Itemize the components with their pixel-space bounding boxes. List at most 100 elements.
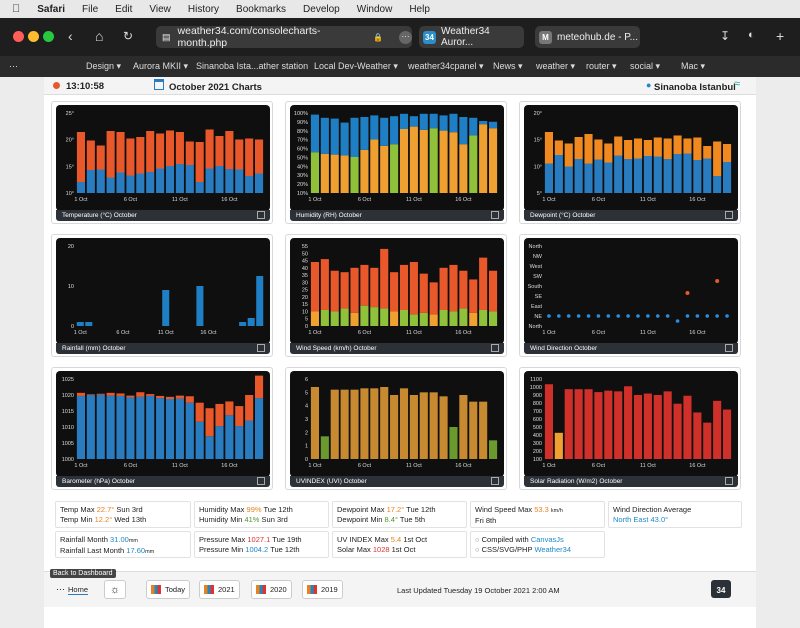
bookmark-mac[interactable]: Mac ▾ (681, 61, 706, 71)
bar-lower (409, 314, 418, 326)
expand-icon[interactable] (491, 211, 499, 219)
bookmark-design[interactable]: Design ▾ (86, 61, 122, 71)
y-tick-label: West (530, 264, 543, 270)
bar-upper (693, 137, 702, 160)
grid-icon[interactable]: ⋯ (9, 61, 18, 71)
home-grid-icon: ⋯ (56, 584, 65, 594)
bookmark-sinanoba[interactable]: Sinanoba Ista...ather station (196, 61, 309, 71)
direction-point (606, 314, 611, 318)
bar (76, 322, 84, 326)
y-tick-label: 1025 (62, 377, 74, 383)
bookmark-localdev[interactable]: Local Dev-Weather ▾ (314, 61, 398, 71)
y-tick-label: 1015 (62, 409, 74, 415)
menu-history[interactable]: History (179, 3, 219, 15)
bar-lower (96, 394, 105, 459)
y-tick-label: 50 (302, 251, 308, 257)
home-icon[interactable]: ⌂ (95, 28, 104, 44)
bar-upper (116, 132, 125, 173)
more-icon[interactable]: ··· (399, 30, 412, 44)
expand-icon[interactable] (725, 344, 733, 352)
expand-icon[interactable] (725, 477, 733, 485)
bar-lower (439, 130, 448, 193)
stat-value: North East 43.0° (613, 515, 669, 524)
bar-lower (320, 153, 329, 193)
chart-panel-humidity: 100% 90% 80% 70% 60% 50% 40% 30% 20% 10% 1 Oct 6 Oc… (285, 101, 507, 224)
bookmark-news[interactable]: News ▾ (493, 61, 523, 71)
bookmark-social[interactable]: social ▾ (630, 61, 661, 71)
menu-edit[interactable]: Edit (106, 3, 132, 15)
bar (429, 392, 438, 459)
menu-view[interactable]: View (141, 3, 171, 15)
bookmark-cpanel[interactable]: weather34cpanel ▾ (408, 61, 484, 71)
y-tick-label: 15° (66, 164, 74, 170)
bar-upper (370, 267, 379, 308)
weather34-logo[interactable]: 34 (711, 580, 731, 598)
bar-upper (205, 408, 214, 437)
year-2020-button[interactable]: 2020 (251, 580, 292, 599)
bar (340, 389, 349, 459)
credit-link[interactable]: Weather34 (534, 545, 571, 554)
bar (239, 322, 247, 326)
shield-icon[interactable]: ◐ (748, 29, 755, 41)
last-updated: Last Updated Tuesday 19 October 2021 2:0… (397, 586, 560, 595)
bar-upper (604, 143, 613, 163)
menu-help[interactable]: Help (401, 3, 430, 15)
menu-window[interactable]: Window (348, 3, 393, 15)
expand-icon[interactable] (491, 477, 499, 485)
home-button[interactable]: ⋯ Home (52, 580, 90, 599)
bar-lower (215, 166, 224, 193)
zoom-window-button[interactable] (43, 31, 54, 42)
year-2021-button[interactable]: 2021 (199, 580, 240, 599)
apple-icon[interactable]:  (12, 3, 20, 15)
y-tick-label: 100% (294, 111, 308, 117)
expand-icon[interactable] (725, 211, 733, 219)
tab-weather34[interactable]: 34 Weather34 Auror... (419, 26, 524, 48)
credit-link[interactable]: CanvasJs (530, 535, 564, 544)
menu-develop[interactable]: Develop (294, 3, 340, 15)
y-tick-label: 10° (66, 191, 74, 197)
bookmark-weather[interactable]: weather ▾ (536, 61, 576, 71)
bar (330, 389, 339, 459)
back-icon[interactable]: ‹ (68, 28, 73, 44)
download-icon[interactable]: ↧ (720, 29, 731, 43)
page-footer: Back to Dashboard ⋯ Home ☼ Today 2021 20… (44, 569, 756, 607)
x-tick-label: 16 Oct (221, 463, 238, 469)
theme-toggle-button[interactable]: ☼ (104, 580, 126, 599)
menu-bookmarks[interactable]: Bookmarks (227, 3, 286, 15)
close-window-button[interactable] (13, 31, 24, 42)
bookmark-router[interactable]: router ▾ (586, 61, 617, 71)
bar (256, 276, 264, 326)
bar-upper (96, 145, 105, 170)
y-tick-label: 1020 (62, 393, 74, 399)
bar-lower (86, 170, 95, 193)
reload-icon[interactable]: ↻ (123, 29, 134, 43)
chart-title: Solar Radiation (W/m2) October (530, 478, 623, 485)
bar-lower (146, 395, 155, 459)
stat-label: Humidity Min (199, 515, 243, 524)
expand-icon[interactable] (257, 477, 265, 485)
bar-upper (419, 273, 428, 313)
bar-upper (683, 138, 692, 154)
bar (673, 403, 682, 459)
bar-upper (439, 115, 448, 131)
x-tick-label: 16 Oct (689, 330, 706, 336)
expand-icon[interactable] (257, 344, 265, 352)
expand-icon[interactable] (257, 211, 265, 219)
y-tick-label: SE (535, 294, 543, 300)
bar-lower (126, 175, 135, 193)
today-button[interactable]: Today (146, 580, 191, 599)
stat-label: Pressure Max (199, 535, 246, 544)
address-bar[interactable]: ▤ weather34.com/consolecharts-month.php … (156, 25, 412, 49)
bookmark-aurora[interactable]: Aurora MKII ▾ (133, 61, 189, 71)
tab-meteohub[interactable]: M meteohub.de - P... (535, 26, 640, 48)
bar-upper (185, 396, 194, 403)
menu-file[interactable]: File (73, 3, 98, 15)
bar (370, 388, 379, 459)
expand-icon[interactable] (491, 344, 499, 352)
dewpoint-chart: 20° 15° 10° 5°1 Oct 6 Oct 11 Oct 16 Oct (534, 111, 732, 203)
bar (488, 440, 498, 459)
new-tab-icon[interactable]: + (776, 28, 785, 44)
menu-safari[interactable]: Safari (29, 3, 65, 15)
year-2019-button[interactable]: 2019 (302, 580, 343, 599)
minimize-window-button[interactable] (28, 31, 39, 42)
